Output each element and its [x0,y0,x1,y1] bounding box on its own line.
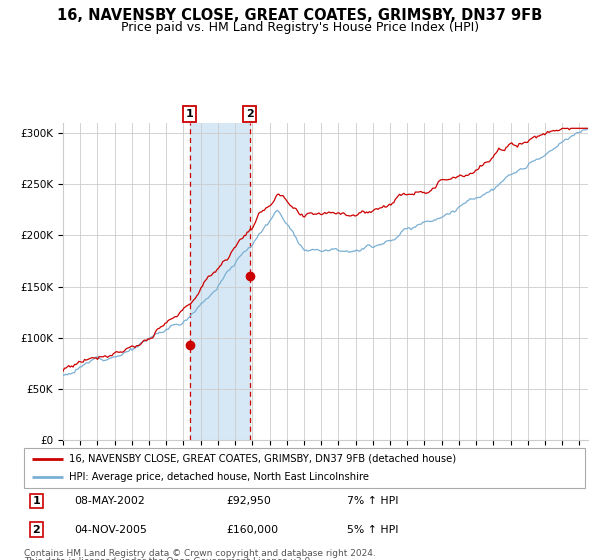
Text: Price paid vs. HM Land Registry's House Price Index (HPI): Price paid vs. HM Land Registry's House … [121,21,479,34]
Text: This data is licensed under the Open Government Licence v3.0.: This data is licensed under the Open Gov… [24,557,313,560]
Bar [190,123,250,440]
Text: 16, NAVENSBY CLOSE, GREAT COATES, GRIMSBY, DN37 9FB: 16, NAVENSBY CLOSE, GREAT COATES, GRIMSB… [58,8,542,24]
Text: 2: 2 [32,525,40,535]
Text: 5% ↑ HPI: 5% ↑ HPI [347,525,398,535]
Text: 1: 1 [186,109,194,119]
Text: £92,950: £92,950 [226,496,271,506]
Text: £160,000: £160,000 [226,525,278,535]
Text: 08-MAY-2002: 08-MAY-2002 [74,496,145,506]
Text: 04-NOV-2005: 04-NOV-2005 [74,525,148,535]
Text: Contains HM Land Registry data © Crown copyright and database right 2024.: Contains HM Land Registry data © Crown c… [24,549,376,558]
Text: 2: 2 [246,109,253,119]
Text: HPI: Average price, detached house, North East Lincolnshire: HPI: Average price, detached house, Nort… [69,473,369,482]
Text: 1: 1 [32,496,40,506]
FancyBboxPatch shape [24,448,585,488]
Text: 7% ↑ HPI: 7% ↑ HPI [347,496,398,506]
Text: 16, NAVENSBY CLOSE, GREAT COATES, GRIMSBY, DN37 9FB (detached house): 16, NAVENSBY CLOSE, GREAT COATES, GRIMSB… [69,454,456,464]
